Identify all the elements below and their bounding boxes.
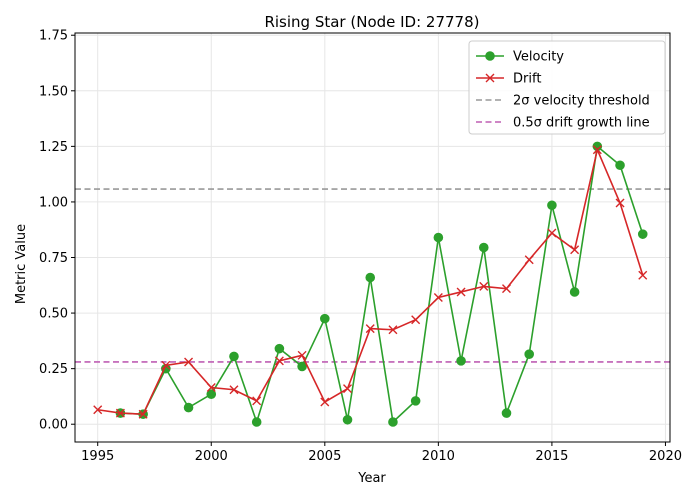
drift-point — [592, 145, 602, 155]
x-tick-label: 2020 — [649, 449, 682, 464]
legend-box — [468, 40, 666, 135]
legend-item: Velocity — [476, 50, 564, 65]
velocity-point — [547, 200, 557, 211]
x-axis-label: Year — [357, 471, 386, 486]
velocity-point — [251, 417, 262, 427]
y-tick-label: 1.25 — [39, 140, 68, 155]
y-axis-label: Metric Value — [14, 224, 29, 304]
velocity-point — [501, 408, 512, 418]
drift-point — [524, 255, 534, 265]
legend-item: 0.5σ drift growth line — [476, 116, 650, 131]
velocity-point — [297, 361, 307, 372]
legend-swatch-marker — [485, 73, 495, 83]
y-tick-label: 1.75 — [39, 29, 68, 44]
drift-point — [547, 228, 557, 238]
legend-item: Drift — [476, 72, 541, 87]
legend-items: Velocity Drift 2σ velocity threshold 0.5σ d… — [476, 50, 650, 131]
drift-point — [479, 281, 489, 291]
x-tick-label: 2010 — [422, 449, 455, 464]
velocity-point — [456, 356, 466, 366]
chart-title: Rising Star (Node ID: 27778) — [264, 13, 479, 31]
velocity-series — [115, 141, 648, 427]
velocity-point — [365, 272, 376, 283]
drift-point — [388, 325, 398, 335]
legend-label: 0.5σ drift growth line — [513, 116, 650, 131]
data-series — [93, 141, 648, 427]
drift-point — [184, 357, 194, 367]
drift-point — [638, 270, 648, 280]
drift-series — [93, 145, 648, 419]
reference-lines — [75, 188, 670, 363]
velocity-point — [524, 349, 534, 359]
velocity-point — [229, 351, 239, 362]
x-tick-label: 2000 — [195, 449, 228, 464]
drift-point — [93, 405, 103, 415]
legend-swatch-marker — [485, 51, 495, 61]
x-tick-label: 2015 — [535, 449, 568, 464]
drift-point — [411, 315, 421, 325]
velocity-point — [478, 242, 489, 253]
drift-point — [456, 287, 466, 297]
drift-point — [206, 383, 216, 393]
x-tick-label: 1995 — [81, 449, 114, 464]
legend-label: 2σ velocity threshold — [513, 94, 650, 109]
y-tick-label: 0.00 — [39, 418, 68, 433]
drift-point — [343, 384, 353, 394]
x-tick-label: 2005 — [308, 449, 341, 464]
legend-label: Drift — [513, 72, 541, 87]
y-axis-ticks: 0.00 0.25 0.50 0.75 1.00 1.25 1.50 1.75 — [39, 29, 75, 433]
drift-point — [274, 356, 284, 366]
velocity-point — [433, 232, 444, 243]
y-tick-label: 0.75 — [39, 251, 68, 266]
drift-point — [297, 350, 307, 360]
x-axis-ticks: 1995 2000 2005 2010 2015 2020 — [81, 442, 682, 464]
drift-point — [161, 360, 171, 370]
velocity-point — [637, 229, 648, 239]
y-tick-label: 0.25 — [39, 362, 68, 377]
drift-point — [433, 293, 443, 303]
drift-point — [501, 284, 511, 294]
velocity-point — [569, 287, 580, 297]
drift-point — [115, 408, 125, 418]
velocity-point — [388, 417, 398, 427]
velocity-point — [410, 396, 421, 406]
y-tick-label: 1.00 — [39, 195, 68, 210]
velocity-point — [183, 402, 194, 413]
drift-point — [570, 245, 580, 255]
legend: Velocity Drift 2σ velocity threshold 0.5σ d… — [468, 40, 666, 135]
y-tick-label: 0.50 — [39, 307, 68, 322]
velocity-point — [615, 160, 625, 171]
velocity-point — [206, 389, 217, 400]
velocity-line — [120, 144, 644, 425]
velocity-point — [342, 414, 353, 425]
velocity-point — [274, 343, 285, 354]
drift-point — [615, 198, 625, 208]
plot-frame — [74, 32, 671, 443]
velocity-point — [320, 313, 330, 324]
drift-point — [252, 396, 262, 406]
legend-label: Velocity — [513, 50, 564, 65]
drift-point — [365, 324, 375, 334]
drift-point — [229, 385, 239, 395]
drift-point — [320, 397, 330, 407]
drift-point — [138, 409, 148, 419]
legend-item: 2σ velocity threshold — [476, 94, 650, 109]
y-tick-label: 1.50 — [39, 84, 68, 99]
